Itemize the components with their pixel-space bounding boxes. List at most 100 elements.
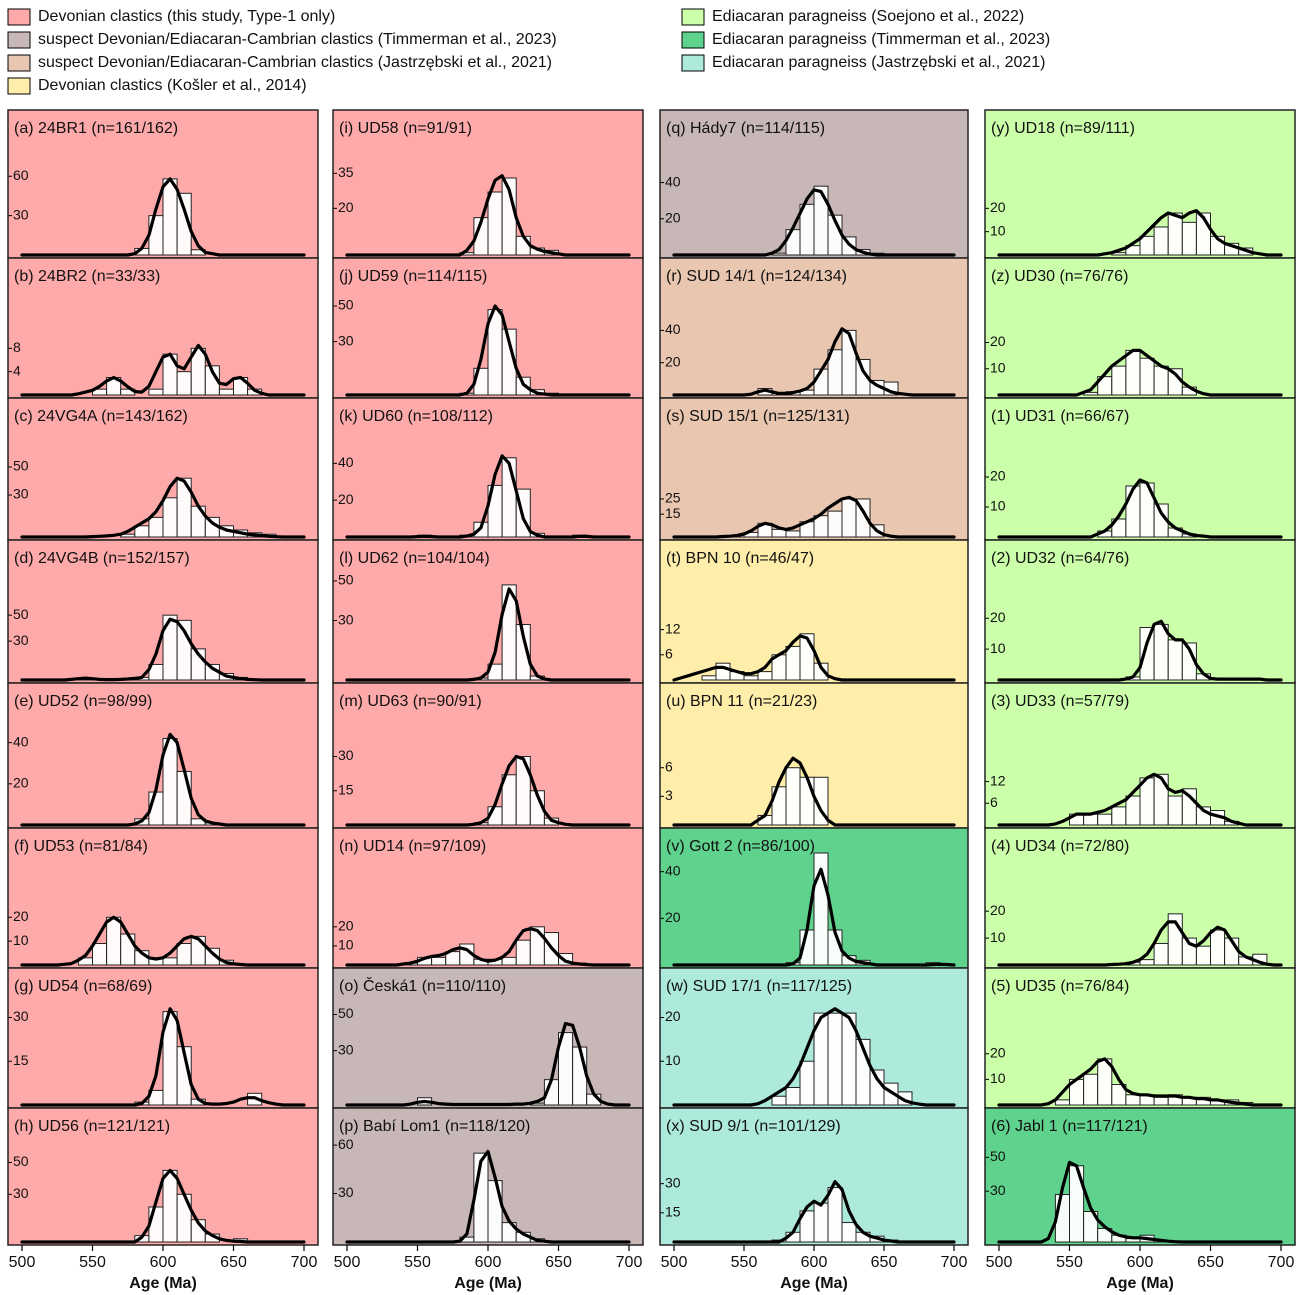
legend-swatch bbox=[7, 8, 31, 26]
kde-curve bbox=[672, 188, 956, 257]
legend-swatch bbox=[7, 54, 31, 72]
kde-curve bbox=[997, 348, 1283, 397]
panel-title: (1) UD31 (n=66/67) bbox=[991, 408, 1129, 425]
kde-curve bbox=[20, 1007, 306, 1107]
kde-curve bbox=[672, 1180, 956, 1244]
histogram-bar bbox=[1111, 365, 1127, 396]
panel-title: (w) SUD 17/1 (n=117/125) bbox=[666, 978, 852, 995]
panel-title: (i) UD58 (n=91/91) bbox=[339, 120, 472, 137]
panel: 20 40 (r) SUD 14/1 (n=124/134) bbox=[659, 257, 969, 399]
panel-title: (e) UD52 (n=98/99) bbox=[14, 693, 152, 710]
histogram-bar bbox=[176, 371, 192, 396]
x-tick-label: 600 bbox=[801, 1254, 828, 1271]
x-axis-title: Age (Ma) bbox=[129, 1275, 197, 1292]
y-tick-label: 20 bbox=[990, 333, 1006, 349]
panel-background bbox=[985, 828, 1295, 968]
legend-item: suspect Devonian/Ediacaran-Cambrian clas… bbox=[7, 54, 552, 72]
panel-title: (y) UD18 (n=89/111) bbox=[991, 120, 1135, 137]
panel-title: (a) 24BR1 (n=161/162) bbox=[14, 120, 178, 137]
kde-curve bbox=[345, 174, 631, 257]
histogram-bar bbox=[1139, 959, 1155, 966]
legend-item: Ediacaran paragneiss (Timmerman et al., … bbox=[681, 31, 1050, 49]
y-tick-label: 10 bbox=[990, 222, 1006, 238]
y-tick-label: 50 bbox=[13, 1153, 29, 1169]
y-tick-label: 20 bbox=[338, 199, 354, 215]
kde-curve bbox=[345, 304, 631, 397]
panel-background bbox=[8, 828, 318, 968]
panel-title: (h) UD56 (n=121/121) bbox=[14, 1118, 170, 1135]
panel: 6 12 (t) BPN 10 (n=46/47) bbox=[659, 539, 969, 684]
legend-item: suspect Devonian/Ediacaran-Cambrian clas… bbox=[7, 31, 557, 49]
panel-title: (p) Babí Lom1 (n=118/120) bbox=[339, 1118, 530, 1135]
histogram-bar bbox=[162, 1169, 178, 1243]
x-axis-title: Age (Ma) bbox=[780, 1275, 848, 1292]
panel-title: (3) UD33 (n=57/79) bbox=[991, 693, 1129, 710]
x-tick-label: 500 bbox=[9, 1254, 36, 1271]
y-tick-label: 10 bbox=[13, 932, 29, 948]
kde-curve bbox=[345, 587, 631, 682]
histogram-bar bbox=[799, 776, 815, 826]
y-tick-label: 50 bbox=[338, 1005, 354, 1021]
y-tick-label: 30 bbox=[13, 206, 29, 222]
y-tick-label: 30 bbox=[13, 632, 29, 648]
histogram-bar bbox=[148, 516, 164, 538]
y-tick-label: 50 bbox=[990, 1148, 1006, 1164]
y-tick-label: 40 bbox=[665, 173, 681, 189]
panel: 20 40 (q) Hády7 (n=114/115) bbox=[659, 109, 969, 259]
panel: 30 50 (c) 24VG4A (n=143/162) bbox=[7, 397, 319, 541]
y-tick-label: 20 bbox=[990, 902, 1006, 918]
y-tick-label: 50 bbox=[338, 297, 354, 313]
x-tick-label: 500 bbox=[661, 1254, 688, 1271]
panel: 10 20 (y) UD18 (n=89/111) bbox=[984, 109, 1296, 259]
histogram-bar bbox=[813, 185, 829, 256]
histogram-bar bbox=[1083, 1211, 1099, 1243]
kde-curve bbox=[345, 1021, 631, 1107]
y-tick-label: 15 bbox=[665, 1204, 681, 1220]
histogram-bar bbox=[148, 388, 164, 396]
panel: 15 30 (m) UD63 (n=90/91) bbox=[332, 682, 644, 829]
y-tick-label: 15 bbox=[338, 781, 354, 797]
panel-title: (t) BPN 10 (n=46/47) bbox=[666, 550, 814, 567]
panel-title: (k) UD60 (n=108/112) bbox=[339, 408, 493, 425]
panel-title: (6) Jabl 1 (n=117/121) bbox=[991, 1118, 1148, 1135]
panel-background bbox=[985, 1108, 1295, 1245]
x-tick-label: 600 bbox=[150, 1254, 177, 1271]
panel: 30 50 (o) Česká1 (n=110/110) bbox=[332, 967, 644, 1109]
y-tick-label: 6 bbox=[665, 758, 673, 774]
y-tick-label: 30 bbox=[13, 1008, 29, 1024]
x-axis-title: Age (Ma) bbox=[1106, 1275, 1174, 1292]
y-tick-label: 12 bbox=[665, 620, 681, 636]
y-tick-label: 35 bbox=[338, 164, 354, 180]
x-axis-title: Age (Ma) bbox=[454, 1275, 522, 1292]
y-tick-label: 30 bbox=[990, 1182, 1006, 1198]
y-tick-label: 20 bbox=[338, 491, 354, 507]
histogram-bar bbox=[515, 235, 531, 256]
y-tick-label: 30 bbox=[338, 1184, 354, 1200]
histogram-bar bbox=[1054, 1099, 1071, 1106]
y-tick-label: 12 bbox=[990, 772, 1006, 788]
histogram-bar bbox=[1125, 485, 1141, 538]
kde-curve bbox=[345, 454, 631, 539]
histogram-bar bbox=[785, 530, 801, 538]
y-tick-label: 10 bbox=[990, 359, 1006, 375]
histogram-bar bbox=[771, 1095, 787, 1106]
legend-label: suspect Devonian/Ediacaran-Cambrian clas… bbox=[38, 54, 552, 71]
kde-curve bbox=[345, 927, 631, 967]
x-tick-label: 700 bbox=[291, 1254, 318, 1271]
y-tick-label: 20 bbox=[13, 775, 29, 791]
panel: 20 40 (k) UD60 (n=108/112) bbox=[332, 397, 644, 541]
panel-title: (4) UD34 (n=72/80) bbox=[991, 838, 1129, 855]
histogram-bar bbox=[827, 1012, 843, 1106]
panel: 10 20 (5) UD35 (n=76/84) bbox=[984, 967, 1296, 1109]
panel: 15 30 (x) SUD 9/1 (n=101/129) bbox=[659, 1107, 969, 1246]
y-tick-label: 20 bbox=[665, 353, 681, 369]
kde-curve bbox=[20, 476, 306, 539]
legend-swatch bbox=[7, 31, 31, 49]
y-tick-label: 30 bbox=[13, 1185, 29, 1201]
histogram-bar bbox=[176, 192, 192, 256]
panel-title: (b) 24BR2 (n=33/33) bbox=[14, 268, 160, 285]
y-tick-label: 20 bbox=[990, 1044, 1006, 1060]
panel: 3 6 (u) BPN 11 (n=21/23) bbox=[659, 682, 969, 829]
histogram-bar bbox=[92, 943, 108, 966]
histogram-bar bbox=[869, 1069, 885, 1106]
